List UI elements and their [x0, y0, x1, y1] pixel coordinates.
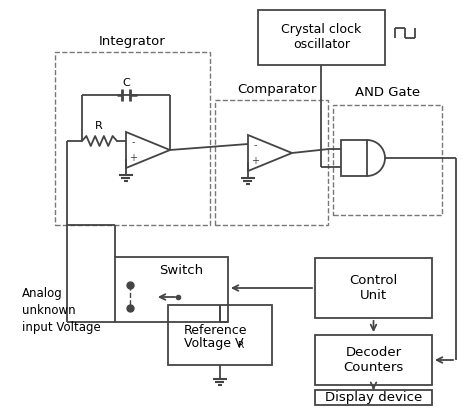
- Text: Reference: Reference: [184, 324, 248, 337]
- Text: Analog
unknown
input Voltage: Analog unknown input Voltage: [22, 286, 101, 333]
- Text: Display device: Display device: [325, 390, 422, 404]
- Text: Decoder
Counters: Decoder Counters: [343, 346, 404, 374]
- Text: R: R: [237, 341, 243, 350]
- Text: Crystal clock
oscillator: Crystal clock oscillator: [282, 23, 362, 51]
- Text: Integrator: Integrator: [99, 35, 166, 49]
- Text: C: C: [122, 78, 130, 88]
- Bar: [315, 258, 432, 318]
- Text: Comparator: Comparator: [237, 84, 316, 97]
- Bar: [333, 105, 442, 215]
- Bar: [115, 257, 228, 322]
- Text: -: -: [131, 137, 135, 147]
- Text: R: R: [95, 121, 103, 131]
- Text: Voltage V: Voltage V: [184, 337, 244, 350]
- Text: +: +: [129, 153, 137, 163]
- Bar: [341, 140, 367, 176]
- Bar: [315, 390, 432, 405]
- Text: -: -: [253, 140, 257, 150]
- Text: +: +: [251, 156, 259, 166]
- Bar: [258, 10, 385, 65]
- Bar: [315, 335, 432, 385]
- Text: Control
Unit: Control Unit: [349, 274, 398, 302]
- Text: AND Gate: AND Gate: [355, 86, 420, 98]
- Bar: [168, 305, 272, 365]
- Bar: [215, 100, 328, 225]
- Bar: [55, 52, 210, 225]
- Text: Switch: Switch: [159, 264, 203, 277]
